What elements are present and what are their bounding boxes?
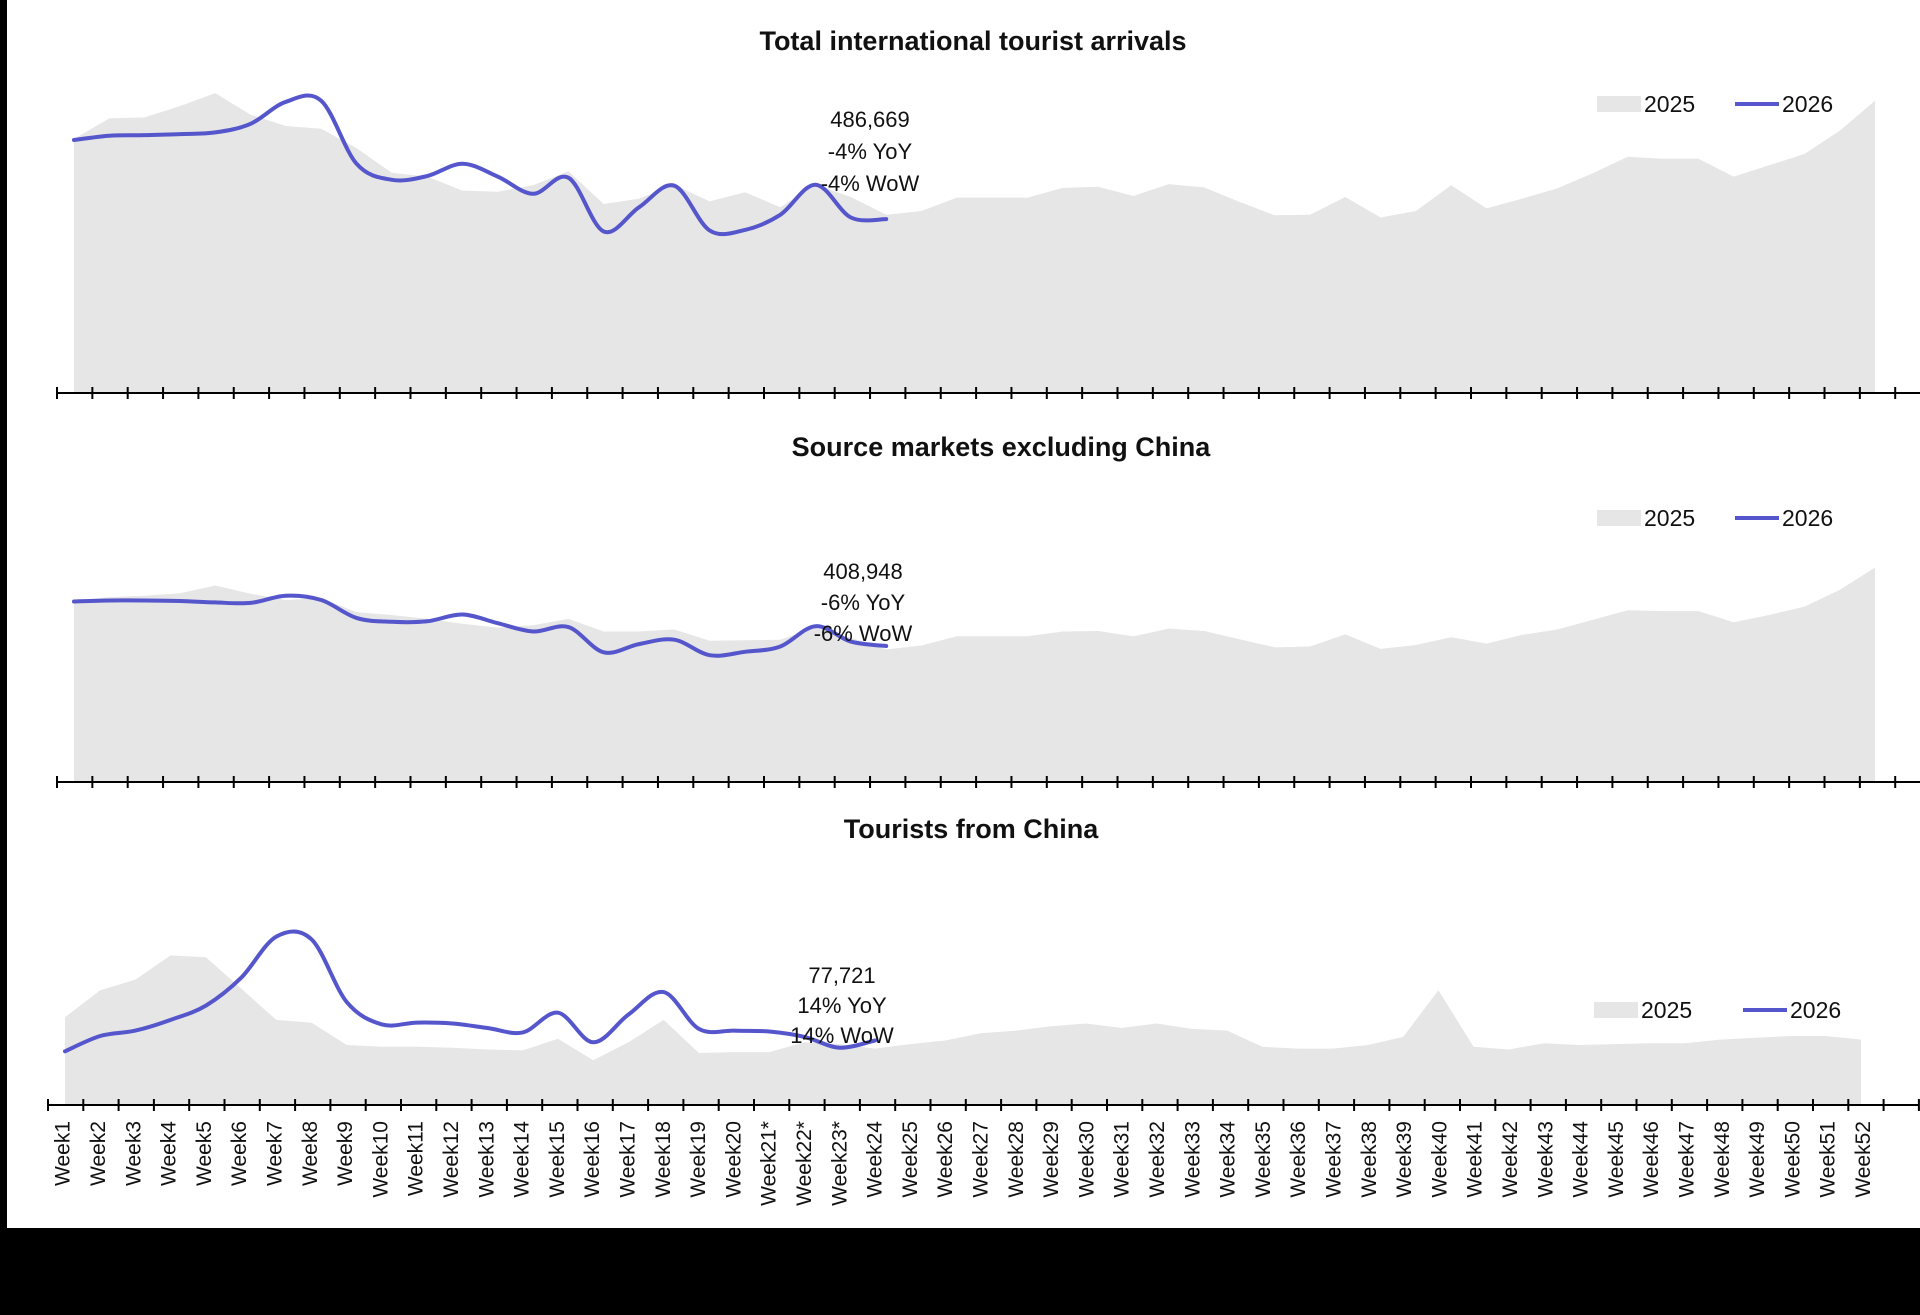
x-tick-label: Week36 <box>1287 1121 1310 1198</box>
x-tick-label: Week7 <box>263 1121 286 1186</box>
legend-label-2025: 2025 <box>1644 505 1695 531</box>
x-tick-label: Week46 <box>1640 1121 1663 1198</box>
x-tick-label: Week8 <box>299 1121 322 1186</box>
x-tick-label: Week45 <box>1605 1121 1628 1198</box>
annotation-line-1: 408,948 <box>823 559 903 584</box>
x-tick-label: Week32 <box>1146 1121 1169 1198</box>
x-tick-label: Week50 <box>1781 1121 1804 1198</box>
x-tick-label: Week14 <box>511 1121 534 1198</box>
x-tick-label: Week48 <box>1711 1121 1734 1198</box>
chart-figure: Total international tourist arrivals 486,… <box>7 0 1920 1228</box>
series-2026-line <box>63 929 877 1054</box>
x-tick-label: Week44 <box>1570 1121 1593 1198</box>
chart-svg: Total international tourist arrivals 486,… <box>47 26 1920 1206</box>
legend-label-2026: 2026 <box>1790 997 1841 1023</box>
x-tick-label: Week24 <box>864 1121 887 1198</box>
x-tick-label: Week42 <box>1499 1121 1522 1198</box>
annotation-line-3: -4% WoW <box>821 171 920 196</box>
legend-label-2025: 2025 <box>1644 91 1695 117</box>
x-tick-label: Week5 <box>193 1121 216 1186</box>
x-tick-label: Week49 <box>1746 1121 1769 1198</box>
annotation-line-2: -6% YoY <box>821 590 906 615</box>
x-tick-label: Week9 <box>334 1121 357 1186</box>
x-tick-label: Week23* <box>828 1121 851 1206</box>
footer-strip <box>0 1228 1920 1315</box>
series-2026-line <box>72 93 889 237</box>
x-tick-label: Week4 <box>158 1121 181 1186</box>
annotation-line-1: 77,721 <box>808 963 875 988</box>
x-tick-label: Week33 <box>1181 1121 1204 1198</box>
x-tick-label: Week3 <box>122 1121 145 1186</box>
x-tick-label: Week28 <box>1005 1121 1028 1198</box>
chart-panel-3: Tourists from China 77,721 14% YoY 14% WoW 2… <box>47 814 1920 1206</box>
x-tick-label: Week38 <box>1358 1121 1381 1198</box>
chart-panel-2: Source markets excluding China 408,948 -6%… <box>56 432 1920 788</box>
x-tick-label: Week40 <box>1428 1121 1451 1198</box>
x-tick-label: Week27 <box>969 1121 992 1198</box>
x-tick-label: Week25 <box>899 1121 922 1198</box>
x-tick-label: Week20 <box>722 1121 745 1198</box>
annotation-line-1: 486,669 <box>830 107 910 132</box>
x-tick-label: Week1 <box>52 1121 75 1186</box>
chart-title: Source markets excluding China <box>792 432 1212 462</box>
x-tick-label: Week22* <box>793 1121 816 1206</box>
x-tick-label: Week2 <box>87 1121 110 1186</box>
x-tick-label: Week15 <box>546 1121 569 1198</box>
x-tick-label: Week19 <box>687 1121 710 1198</box>
series-2026-line <box>72 593 889 658</box>
legend-swatch-2025 <box>1594 1002 1638 1018</box>
x-tick-label: Week37 <box>1322 1121 1345 1198</box>
x-tick-label: Week30 <box>1075 1121 1098 1198</box>
x-tick-label: Week6 <box>228 1121 251 1186</box>
series-2025-area <box>65 955 1861 1105</box>
x-tick-label: Week41 <box>1464 1121 1487 1198</box>
x-tick-label: Week43 <box>1534 1121 1557 1198</box>
x-tick-label: Week16 <box>581 1121 604 1198</box>
x-tick-label: Week21* <box>758 1121 781 1206</box>
x-tick-label: Week10 <box>369 1121 392 1198</box>
x-tick-label: Week17 <box>616 1121 639 1198</box>
chart-panel-1: Total international tourist arrivals 486,… <box>56 26 1920 399</box>
series-2025-area <box>74 567 1875 782</box>
x-tick-label: Week47 <box>1675 1121 1698 1198</box>
x-tick-label: Week35 <box>1252 1121 1275 1198</box>
legend-label-2026: 2026 <box>1782 91 1833 117</box>
x-tick-label: Week52 <box>1852 1121 1875 1198</box>
legend-label-2026: 2026 <box>1782 505 1833 531</box>
x-tick-label: Week18 <box>652 1121 675 1198</box>
legend-swatch-2025 <box>1597 510 1641 526</box>
x-tick-label: Week31 <box>1111 1121 1134 1198</box>
annotation-line-2: 14% YoY <box>797 993 887 1018</box>
annotation-line-3: 14% WoW <box>790 1023 894 1048</box>
x-tick-label: Week51 <box>1817 1121 1840 1198</box>
chart-title: Tourists from China <box>844 814 1099 844</box>
annotation-line-3: -6% WoW <box>814 621 913 646</box>
legend-swatch-2025 <box>1597 96 1641 112</box>
chart-title: Total international tourist arrivals <box>759 26 1186 56</box>
x-tick-label: Week26 <box>934 1121 957 1198</box>
x-tick-label: Week12 <box>440 1121 463 1198</box>
x-tick-label: Week13 <box>475 1121 498 1198</box>
annotation-line-2: -4% YoY <box>828 139 913 164</box>
x-tick-label: Week11 <box>405 1121 428 1196</box>
x-tick-label: Week29 <box>1040 1121 1063 1198</box>
x-tick-label: Week39 <box>1393 1121 1416 1198</box>
x-tick-label: Week34 <box>1217 1121 1240 1198</box>
legend-label-2025: 2025 <box>1641 997 1692 1023</box>
series-2025-area <box>74 93 1875 393</box>
